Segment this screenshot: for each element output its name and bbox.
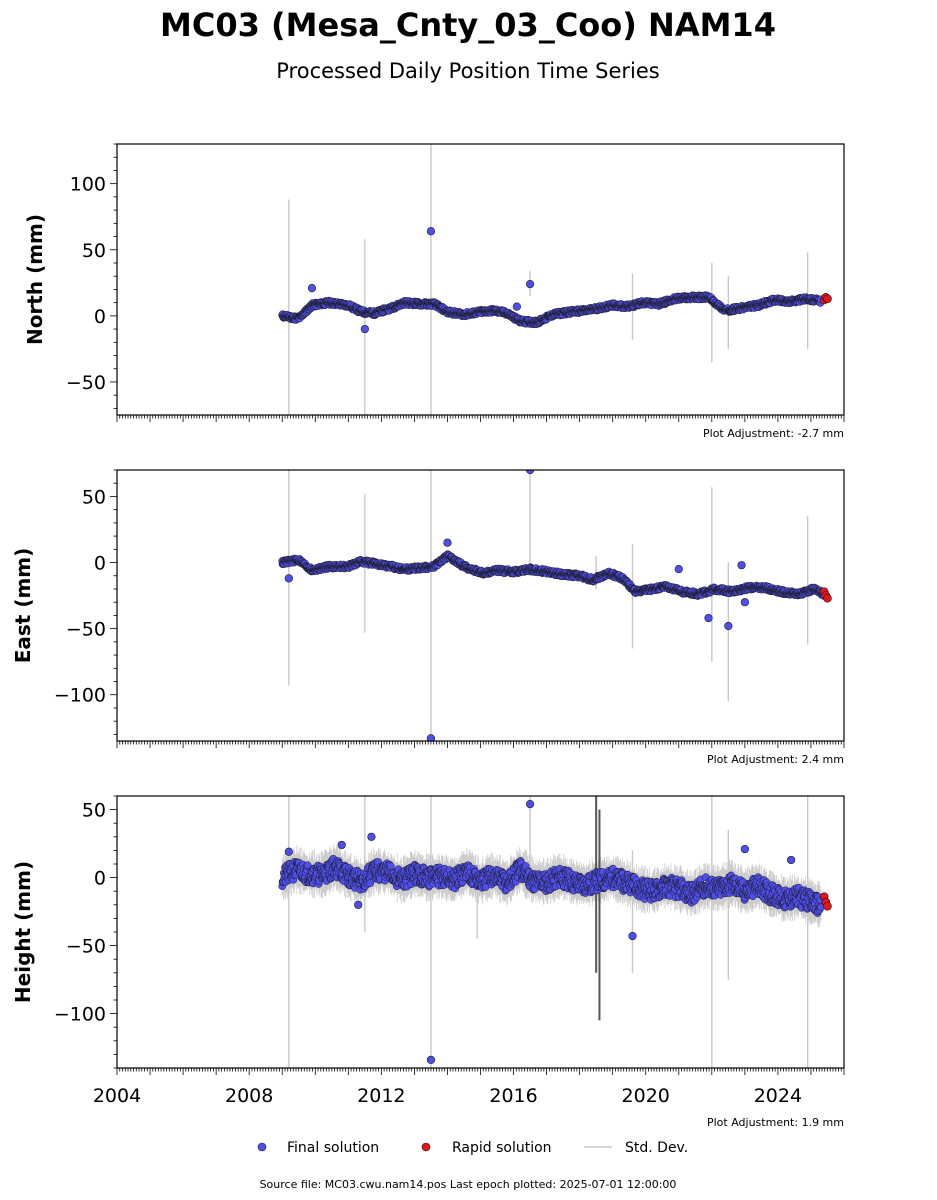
outlier-point bbox=[740, 598, 749, 607]
y-tick-label: 50 bbox=[82, 240, 106, 262]
y-tick-label: 0 bbox=[94, 306, 106, 328]
y-tick-label: 100 bbox=[70, 174, 106, 196]
x-axis-ticks bbox=[116, 415, 845, 422]
rapid-point bbox=[823, 593, 832, 603]
panel-plot-area bbox=[278, 144, 832, 415]
outlier-point bbox=[443, 538, 452, 547]
outlier-point bbox=[360, 324, 369, 334]
chart-title: MC03 (Mesa_Cnty_03_Coo) NAM14 bbox=[160, 6, 776, 44]
plot-adjustment-note: Plot Adjustment: -2.7 mm bbox=[703, 427, 844, 440]
panel-1: −50 0 50 100 North (mm) Plot Adjustment: -2.7… bbox=[23, 143, 845, 440]
outlier-point bbox=[674, 565, 683, 574]
outlier-point bbox=[724, 621, 733, 631]
outlier-point bbox=[426, 734, 436, 741]
outlier-point bbox=[737, 561, 746, 570]
outlier-point bbox=[704, 613, 713, 623]
x-axis-ticks bbox=[116, 741, 845, 748]
y-axis-label: North (mm) bbox=[23, 214, 47, 345]
outlier-point bbox=[307, 283, 317, 293]
outlier-point bbox=[284, 574, 293, 583]
y-tick-label: −50 bbox=[66, 372, 106, 394]
panels: −50 0 50 100 North (mm) Plot Adjustment: -2.7… bbox=[11, 143, 845, 1129]
outlier-point bbox=[525, 280, 535, 289]
panel-frame bbox=[116, 143, 845, 416]
outlier-point bbox=[426, 227, 436, 236]
rapid-point bbox=[823, 294, 832, 303]
outlier-point bbox=[512, 302, 521, 311]
panel-frame bbox=[116, 469, 845, 742]
series-final-solution bbox=[278, 550, 828, 600]
series-final-solution bbox=[278, 291, 825, 329]
chart-subtitle: Processed Daily Position Time Series bbox=[276, 59, 660, 83]
panel-plot-area bbox=[278, 470, 832, 741]
